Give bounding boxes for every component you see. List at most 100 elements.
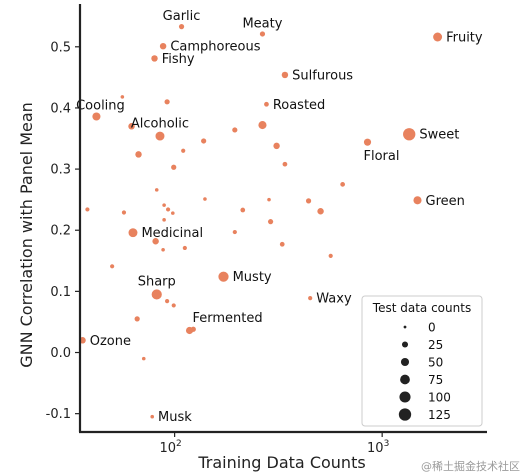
data-point bbox=[162, 203, 166, 207]
data-point bbox=[165, 207, 171, 212]
point-label: Ozone bbox=[90, 334, 131, 349]
data-point bbox=[340, 182, 346, 187]
data-point bbox=[141, 356, 146, 361]
y-tick-label: 0.5 bbox=[50, 40, 71, 55]
data-point bbox=[110, 264, 115, 269]
legend-marker bbox=[398, 408, 412, 421]
point-label: Medicinal bbox=[141, 226, 203, 241]
data-point bbox=[279, 241, 285, 247]
data-point bbox=[152, 238, 159, 245]
data-point bbox=[267, 219, 274, 225]
point-label: Fishy bbox=[162, 52, 195, 67]
point-label: Sulfurous bbox=[292, 68, 353, 83]
legend-label: 100 bbox=[428, 391, 451, 405]
data-point bbox=[363, 138, 372, 146]
data-point bbox=[171, 164, 177, 170]
x-tick-exponent: 3 bbox=[384, 439, 390, 449]
data-point bbox=[182, 245, 187, 251]
legend-label: 125 bbox=[428, 408, 451, 422]
legend-marker bbox=[400, 374, 410, 385]
legend-label: 25 bbox=[428, 338, 443, 352]
data-point bbox=[164, 99, 170, 105]
data-point bbox=[161, 248, 165, 252]
data-point bbox=[273, 142, 280, 150]
legend-marker bbox=[403, 325, 407, 329]
y-axis-title: GNN Correlation with Panel Mean bbox=[17, 102, 36, 368]
y-tick-label: 0.2 bbox=[50, 224, 71, 239]
x-axis-title: Training Data Counts bbox=[197, 453, 365, 472]
data-point bbox=[240, 207, 246, 213]
legend-marker bbox=[400, 357, 410, 367]
point-label: Roasted bbox=[273, 98, 326, 113]
data-point bbox=[282, 161, 288, 167]
point-label: Green bbox=[426, 194, 465, 209]
data-point bbox=[413, 196, 422, 205]
data-point bbox=[154, 188, 159, 192]
point-label: Fermented bbox=[192, 311, 262, 326]
data-point bbox=[150, 414, 155, 419]
legend-entries: 0 25 50 75 100 125 bbox=[398, 321, 451, 422]
point-label: Floral bbox=[364, 149, 400, 164]
data-point bbox=[134, 316, 140, 322]
data-point bbox=[121, 210, 127, 215]
y-tick-label: 0.0 bbox=[50, 346, 71, 361]
data-point bbox=[151, 55, 158, 62]
point-label: Sharp bbox=[138, 274, 176, 289]
data-point bbox=[259, 31, 266, 37]
data-point bbox=[328, 253, 333, 259]
data-point bbox=[267, 197, 271, 202]
data-point bbox=[317, 208, 324, 215]
data-point bbox=[218, 271, 229, 282]
data-point bbox=[165, 299, 170, 304]
data-point bbox=[128, 123, 135, 130]
data-point bbox=[128, 228, 138, 238]
data-point bbox=[171, 303, 176, 308]
data-point bbox=[190, 326, 196, 332]
data-point bbox=[178, 24, 185, 30]
legend-marker bbox=[401, 341, 409, 348]
data-point bbox=[201, 138, 207, 144]
x-tick-label: 103 bbox=[367, 439, 389, 456]
legend-title: Test data counts bbox=[372, 301, 471, 315]
data-point bbox=[155, 131, 165, 141]
point-label: Fruity bbox=[446, 31, 483, 46]
data-point bbox=[258, 121, 267, 130]
data-point bbox=[135, 151, 142, 158]
x-tick-exponent: 2 bbox=[176, 439, 182, 449]
data-point bbox=[281, 71, 289, 79]
point-label: Waxy bbox=[316, 292, 352, 307]
data-point bbox=[232, 229, 237, 235]
y-tick-label: 0.4 bbox=[50, 101, 71, 116]
data-point bbox=[433, 32, 443, 42]
watermark: @稀土掘金技术社区 bbox=[421, 459, 520, 473]
data-points bbox=[79, 24, 443, 419]
legend-label: 75 bbox=[428, 373, 443, 387]
size-legend: Test data counts 0 25 50 75 100 125 bbox=[361, 295, 483, 427]
data-point bbox=[403, 128, 416, 141]
y-tick-label: 0.1 bbox=[50, 285, 71, 300]
data-point bbox=[203, 197, 207, 201]
legend-label: 50 bbox=[428, 356, 443, 370]
y-tick-label: 0.3 bbox=[50, 163, 71, 178]
point-label: Musk bbox=[158, 410, 192, 425]
point-label: Alcoholic bbox=[131, 117, 189, 132]
data-point bbox=[171, 211, 175, 215]
legend-label: 0 bbox=[428, 321, 436, 335]
data-point bbox=[232, 127, 238, 133]
point-label: Cooling bbox=[76, 98, 125, 113]
point-label: Camphoreous bbox=[170, 40, 260, 55]
x-tick-label: 102 bbox=[159, 439, 181, 456]
data-point bbox=[92, 112, 101, 121]
data-point bbox=[305, 198, 312, 204]
data-point bbox=[151, 289, 162, 300]
y-axis-ticks: -0.1 0.0 0.1 0.2 0.3 0.4 0.5 bbox=[46, 40, 80, 422]
point-label: Musty bbox=[233, 270, 272, 285]
data-point bbox=[159, 42, 167, 50]
legend-marker bbox=[399, 391, 411, 403]
data-point bbox=[264, 101, 269, 107]
point-label: Meaty bbox=[242, 16, 282, 31]
point-label: Sweet bbox=[419, 128, 459, 143]
data-point bbox=[85, 207, 90, 212]
